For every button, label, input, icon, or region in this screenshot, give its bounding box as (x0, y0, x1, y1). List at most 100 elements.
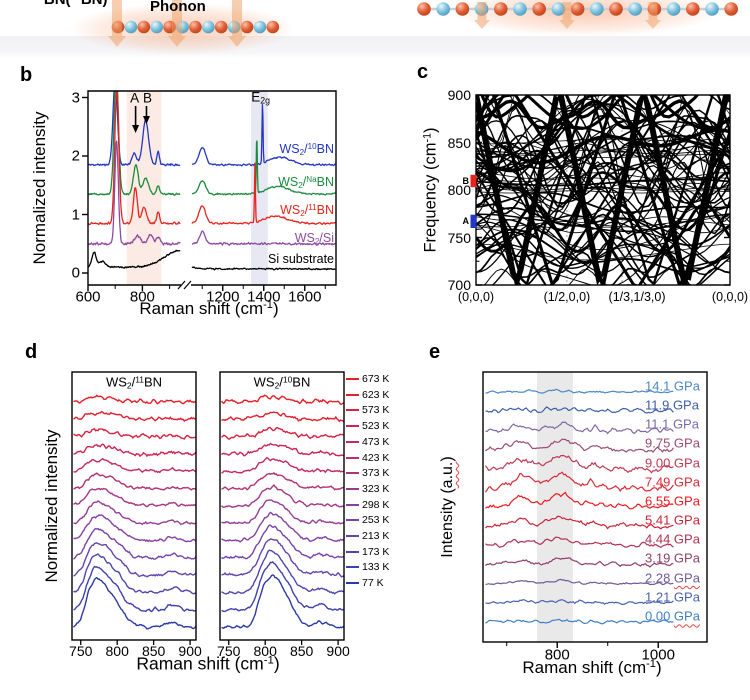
phonon-branch (476, 149, 730, 179)
spectrum-curve (191, 140, 336, 196)
boron-atom-icon (570, 2, 585, 16)
temperature-curve (221, 442, 344, 457)
nitrogen-atom-icon (150, 20, 163, 34)
temperature-curve (73, 514, 196, 543)
phonon-branch (476, 202, 730, 254)
phonon-branch (476, 213, 730, 233)
spectrum-curve (191, 266, 336, 271)
mode-a-marker (470, 214, 477, 228)
temperature-curve (73, 394, 196, 405)
phonon-glow (450, 0, 720, 36)
panel-e-pressure-series (482, 371, 708, 648)
phonon-branch (476, 172, 730, 180)
phonon-branch (476, 149, 730, 155)
boron-atom-icon (214, 20, 228, 34)
boron-atom-icon (686, 2, 700, 16)
boron-atom-icon (494, 2, 508, 16)
temperature-curve (221, 574, 344, 630)
plot-frame (482, 371, 708, 643)
phonon-branch (476, 95, 730, 147)
pressure-curve (485, 491, 674, 510)
spectrum-curve (191, 230, 336, 247)
phonon-branch (476, 119, 730, 166)
phonon-branch (476, 95, 730, 130)
phonon-arrow-icon (474, 2, 490, 29)
spectrum-curve (88, 91, 181, 167)
pressure-curve (485, 421, 674, 435)
temperature-curve (73, 542, 196, 578)
nitrogen-atom-icon (551, 2, 566, 16)
temperature-curve (221, 560, 344, 613)
pressure-curve (485, 388, 674, 394)
boron-atom-icon (609, 2, 623, 16)
pressure-curve (485, 454, 674, 474)
nitrogen-atom-icon (253, 20, 267, 34)
temperature-curve (220, 394, 344, 405)
boron-atom-icon (417, 2, 431, 16)
plot-frame (219, 371, 345, 641)
nitrogen-atom-icon (628, 2, 642, 16)
pressure-curve (485, 598, 674, 606)
temperature-curve (221, 484, 344, 509)
phonon-branch (476, 178, 730, 187)
temperature-curve (221, 511, 344, 543)
shaded-band (251, 91, 268, 285)
nitrogen-atom-icon (666, 2, 681, 16)
phonon-branch (476, 153, 730, 159)
mode-b-marker (470, 174, 477, 188)
temperature-curve (73, 457, 196, 474)
phonon-arrow-icon (168, 0, 186, 47)
shaded-band (537, 372, 573, 642)
phonon-arrow-icon (559, 2, 575, 29)
temperature-curve (221, 471, 344, 491)
temperature-curve (72, 576, 196, 630)
temperature-curve (221, 426, 344, 440)
phonon-branch (476, 138, 730, 145)
boron-atom-icon (724, 2, 738, 16)
boron-atom-icon (240, 20, 254, 34)
temperature-curve (221, 524, 344, 560)
phonon-branch (476, 187, 730, 191)
phonon-branch (491, 186, 689, 285)
temperature-curve (73, 428, 196, 440)
phonon-branch (476, 153, 730, 182)
peak-b-arrow-icon (142, 116, 150, 124)
phonon-arrow-icon (108, 0, 126, 47)
boron-atom-icon (455, 2, 470, 16)
spectrum-curve (88, 91, 181, 226)
phonon-branch (476, 95, 730, 285)
panel-d-temperature-series (71, 371, 345, 645)
phonon-branch (476, 95, 730, 285)
phonon-arrow-icon (228, 0, 246, 47)
phonon-branch (476, 221, 730, 228)
phonon-branch (476, 124, 730, 194)
temperature-curve (221, 549, 344, 595)
phonon-branch (476, 221, 730, 256)
temperature-curve (73, 500, 196, 526)
spectrum-curve (88, 249, 181, 269)
pressure-curve (485, 536, 674, 549)
peak-a-arrow-icon (132, 125, 140, 133)
temperature-curve (73, 565, 196, 613)
nitrogen-atom-icon (124, 20, 138, 34)
temperature-curve (73, 472, 196, 491)
pressure-curve (485, 406, 674, 414)
phonon-branch (476, 95, 730, 285)
phonon-branch (476, 190, 730, 194)
axis-break-icon (177, 280, 186, 290)
spectrum-curve (88, 91, 181, 196)
temperature-curve (73, 553, 196, 595)
temperature-curve (221, 538, 344, 578)
temperature-curve (73, 527, 196, 560)
panel-b-raman-spectra (82, 90, 337, 291)
phonon-branch (476, 177, 730, 182)
nitrogen-atom-icon (590, 2, 604, 16)
spectrum-curve (191, 104, 336, 167)
phonon-branch (476, 243, 730, 261)
pressure-curve (485, 557, 674, 568)
nitrogen-atom-icon (513, 2, 527, 16)
temperature-curve (73, 443, 196, 458)
boron-atom-icon (189, 20, 202, 34)
